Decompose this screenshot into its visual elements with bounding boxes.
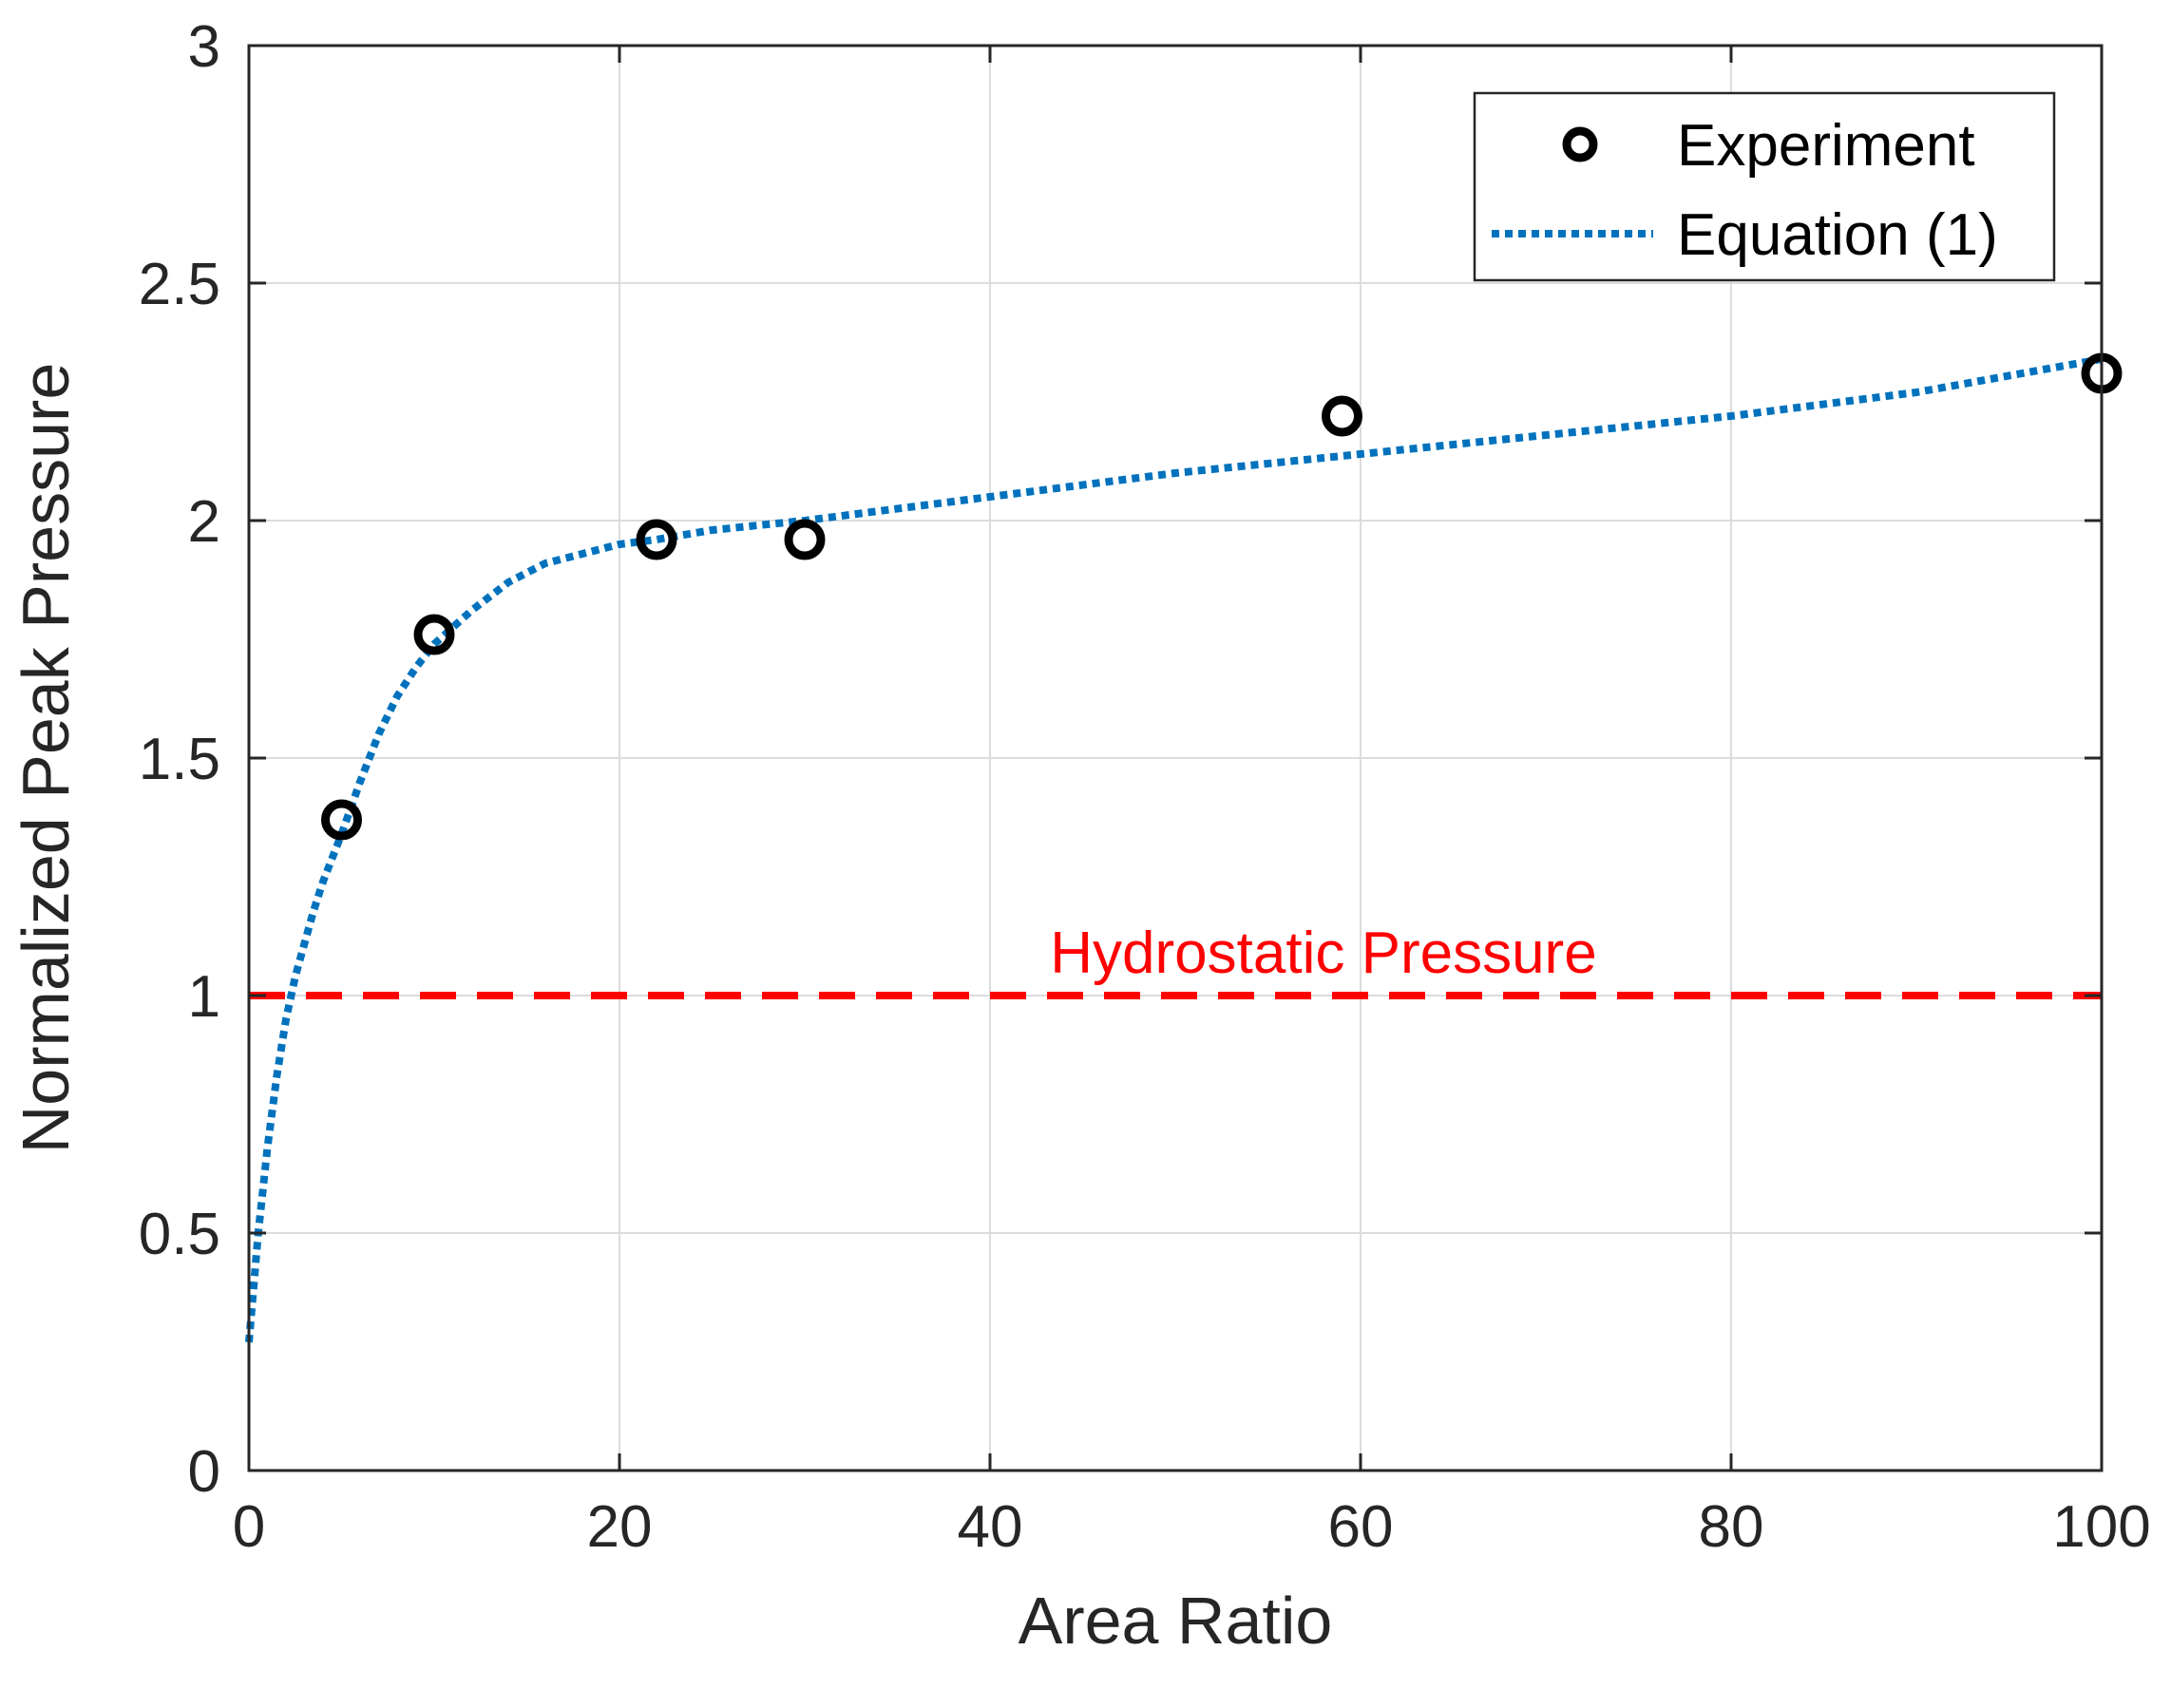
legend-experiment-label: Experiment <box>1677 113 1975 179</box>
y-axis-label: Normalized Peak Pressure <box>9 363 83 1154</box>
experiment-point <box>321 799 362 841</box>
legend-equation-label: Equation (1) <box>1677 202 1998 268</box>
legend-box <box>1473 91 2056 282</box>
y-tick-label: 0.5 <box>139 1202 220 1267</box>
experiment-point <box>413 614 455 655</box>
x-tick-label: 100 <box>2052 1494 2150 1560</box>
y-tick-label: 1.5 <box>139 727 220 792</box>
y-tick-label: 1 <box>188 964 220 1030</box>
experiment-point <box>1322 395 1362 437</box>
y-tick-label: 3 <box>188 14 220 80</box>
experiment-point <box>784 519 826 560</box>
y-tick-label: 0 <box>188 1439 220 1505</box>
legend: Experiment Equation (1) <box>1473 91 2056 282</box>
ticks <box>247 44 2104 1472</box>
annotations: Hydrostatic Pressure <box>1050 920 1596 986</box>
y-tick-label: 2 <box>188 489 220 555</box>
x-tick-label: 20 <box>587 1494 653 1560</box>
series-lines <box>245 355 2103 1343</box>
equation-1-line <box>245 355 2103 1343</box>
legend-experiment-marker <box>1562 126 1598 162</box>
tick-labels: 0 20 40 60 80 100 0 0.5 1 1.5 2 2.5 3 <box>139 14 2151 1560</box>
x-tick-label: 60 <box>1328 1494 1394 1560</box>
x-tick-label: 0 <box>233 1494 265 1560</box>
hydrostatic-pressure-label: Hydrostatic Pressure <box>1050 920 1596 986</box>
x-axis-label: Area Ratio <box>1019 1584 1333 1658</box>
x-tick-label: 80 <box>1699 1494 1764 1560</box>
experiment-point <box>636 519 677 560</box>
x-tick-label: 40 <box>958 1494 1023 1560</box>
y-tick-label: 2.5 <box>139 252 220 317</box>
